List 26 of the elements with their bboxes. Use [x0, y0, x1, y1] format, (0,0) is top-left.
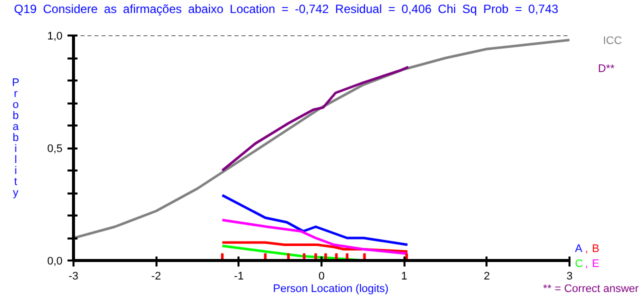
text: ICC — [603, 34, 622, 49]
text: E — [592, 257, 600, 272]
x-tick-label: 3 — [566, 270, 573, 282]
x-tick-label: -1 — [234, 270, 244, 282]
text: A — [575, 242, 582, 257]
line-series — [74, 38, 570, 240]
text: , — [585, 257, 588, 272]
y-tick-label: 0,5 — [47, 143, 63, 155]
x-tick-label: -3 — [68, 270, 78, 282]
x-tick-label: 1 — [401, 270, 408, 282]
line-series — [221, 218, 409, 255]
text: Probability — [12, 77, 20, 199]
line-series — [221, 194, 409, 246]
y-tick-label: 1,0 — [47, 30, 63, 42]
text: D** — [598, 62, 615, 77]
x-tick-label: -2 — [151, 270, 162, 282]
text: , — [585, 242, 588, 257]
text: B — [592, 242, 600, 257]
x-tick-label: 2 — [484, 270, 490, 282]
x-axis-title: Person Location (logits) — [273, 282, 389, 297]
line-series — [221, 66, 410, 172]
chart-title: Q19 Considere as afirmações abaixo Location = -0,742 Residual = 0,406 Chi Sq Prob = 0,743 — [14, 1, 558, 18]
text: C — [575, 257, 583, 272]
text: ** = Correct answer — [543, 282, 639, 297]
x-tick-label: 0 — [318, 270, 325, 282]
y-tick-label: 0,0 — [47, 256, 63, 268]
